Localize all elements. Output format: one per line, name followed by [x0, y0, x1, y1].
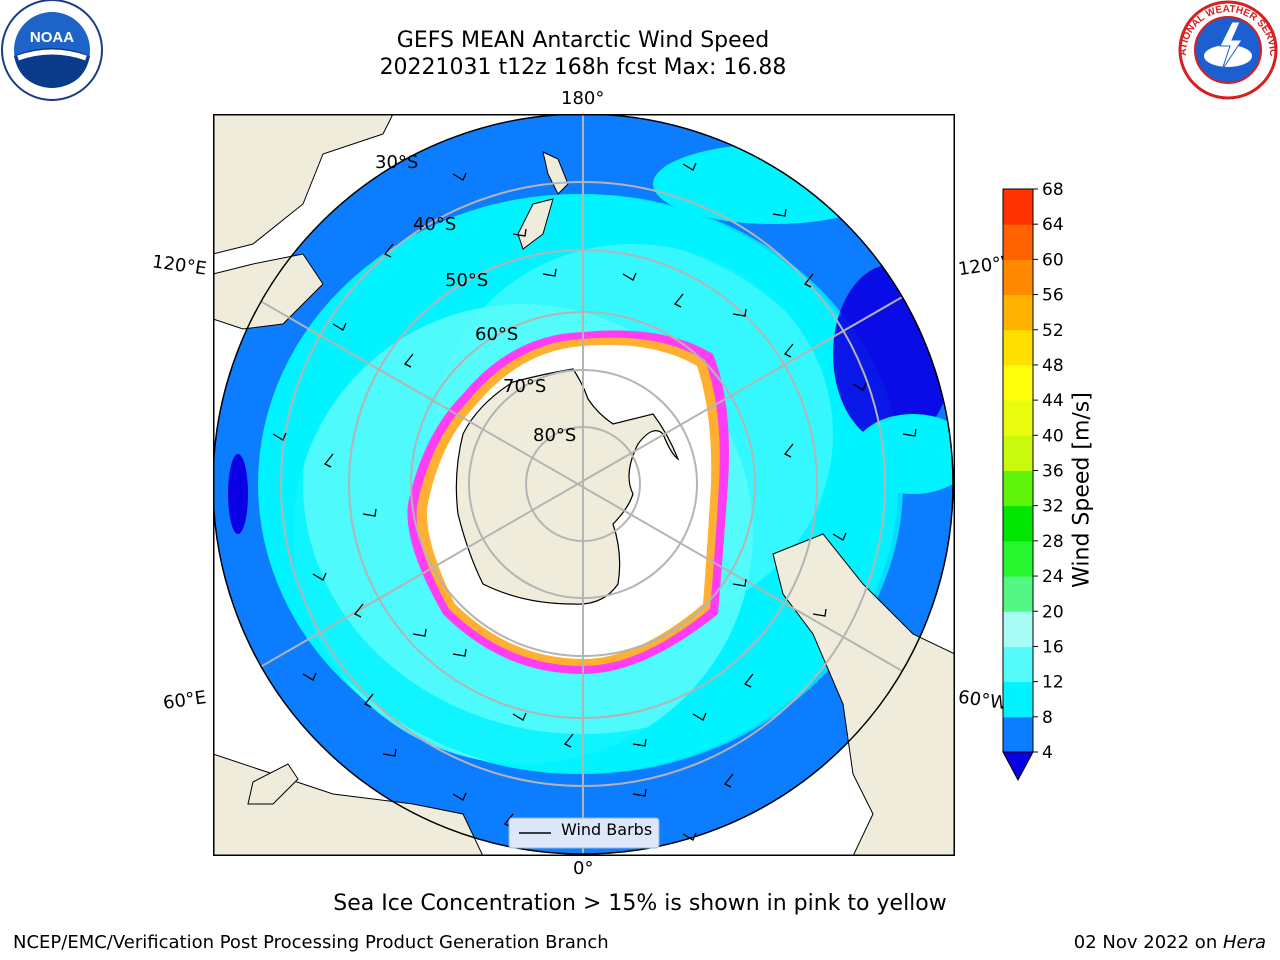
colorbar-segment — [1003, 505, 1033, 542]
colorbar-segment — [1003, 470, 1033, 507]
colorbar-tick-label: 32 — [1042, 497, 1064, 517]
colorbar-segment — [1003, 259, 1033, 296]
noaa-logo-text: NOAA — [30, 29, 74, 46]
colorbar-tick-label: 44 — [1042, 391, 1064, 411]
new-zealand — [517, 151, 569, 250]
antarctica — [455, 368, 680, 605]
colorbar-segment — [1003, 329, 1033, 366]
lat-label-30s: 30°S — [375, 152, 419, 173]
footer-date: 02 Nov 2022 on Hera — [1074, 932, 1266, 953]
footer-branch: NCEP/EMC/Verification Post Processing Pr… — [13, 932, 609, 953]
colorbar-segment — [1003, 576, 1033, 612]
lat-label-40s: 40°S — [413, 214, 457, 235]
colorbar-tick-label: 4 — [1042, 743, 1053, 763]
colorbar-segment — [1003, 189, 1033, 225]
colorbar-extend-arrow — [1002, 751, 1034, 782]
colorbar-tick-label: 60 — [1042, 250, 1064, 270]
colorbar-label-wrap: Wind Speed [m/s] — [1062, 392, 1102, 588]
graticule — [213, 114, 953, 854]
colorbar-segment — [1003, 646, 1033, 683]
colorbar-tick-label: 28 — [1042, 532, 1064, 552]
colorbar-tick-label: 68 — [1042, 180, 1064, 200]
footer-machine: Hera — [1222, 932, 1266, 953]
colorbar-tick-label: 16 — [1042, 637, 1064, 657]
lat-label-80s: 80°S — [533, 425, 577, 446]
lon-label-60e: 60°E — [161, 687, 208, 714]
colorbar-segment — [1003, 716, 1033, 753]
map-subtitle: 20221031 t12z 168h fcst Max: 16.88 — [379, 55, 787, 80]
colorbar-segment — [1003, 224, 1033, 260]
lon-label-0: 0° — [573, 858, 594, 879]
noaa-logo: NOAA — [0, 0, 104, 104]
lon-label-120e: 120°E — [150, 251, 208, 280]
lat-label-70s: 70°S — [503, 376, 547, 397]
lat-label-50s: 50°S — [445, 270, 489, 291]
australia — [213, 114, 394, 255]
colorbar-tick-label: 8 — [1042, 708, 1053, 728]
legend-label: Wind Barbs — [561, 820, 653, 839]
colorbar-label: Wind Speed [m/s] — [1069, 392, 1095, 588]
colorbar-segment — [1003, 681, 1033, 718]
colorbar-tick-label: 56 — [1042, 286, 1064, 306]
nws-logo: NATIONAL WEATHER SERVICE — [1172, 0, 1280, 104]
footer-date-text: 02 Nov 2022 on — [1073, 932, 1223, 953]
colorbar-segment — [1003, 435, 1033, 471]
colorbar-segment — [1003, 364, 1033, 401]
colorbar-segment — [1003, 400, 1033, 436]
colorbar-tick-label: 48 — [1042, 356, 1064, 376]
lat-label-60s: 60°S — [475, 324, 519, 345]
colorbar-tick-label: 52 — [1042, 321, 1064, 341]
colorbar-tick-label: 64 — [1042, 215, 1064, 235]
colorbar-segment — [1003, 540, 1033, 577]
map-title: GEFS MEAN Antarctic Wind Speed — [396, 28, 770, 53]
colorbar-tick-label: 36 — [1042, 462, 1064, 482]
wind-barbs-legend — [508, 817, 660, 849]
caption: Sea Ice Concentration > 15% is shown in … — [333, 891, 947, 916]
colorbar-tick-label: 12 — [1042, 673, 1064, 693]
colorbar-segment — [1003, 294, 1033, 331]
colorbar-tick-label: 40 — [1042, 426, 1064, 446]
madagascar — [247, 763, 299, 805]
colorbar-tick-label: 20 — [1042, 602, 1064, 622]
wind-barbs — [272, 162, 917, 841]
polar-map: Wind Barbs 30°S 40°S 50°S 60°S 70°S 80°S — [212, 113, 955, 856]
colorbar-tick-label: 24 — [1042, 567, 1064, 587]
colorbar: 4 8 12 16 20 24 28 32 36 40 44 48 52 56 60 64 68 Wind Sp… — [990, 180, 1110, 790]
lon-label-180: 180° — [561, 88, 605, 109]
colorbar-segment — [1003, 611, 1033, 647]
